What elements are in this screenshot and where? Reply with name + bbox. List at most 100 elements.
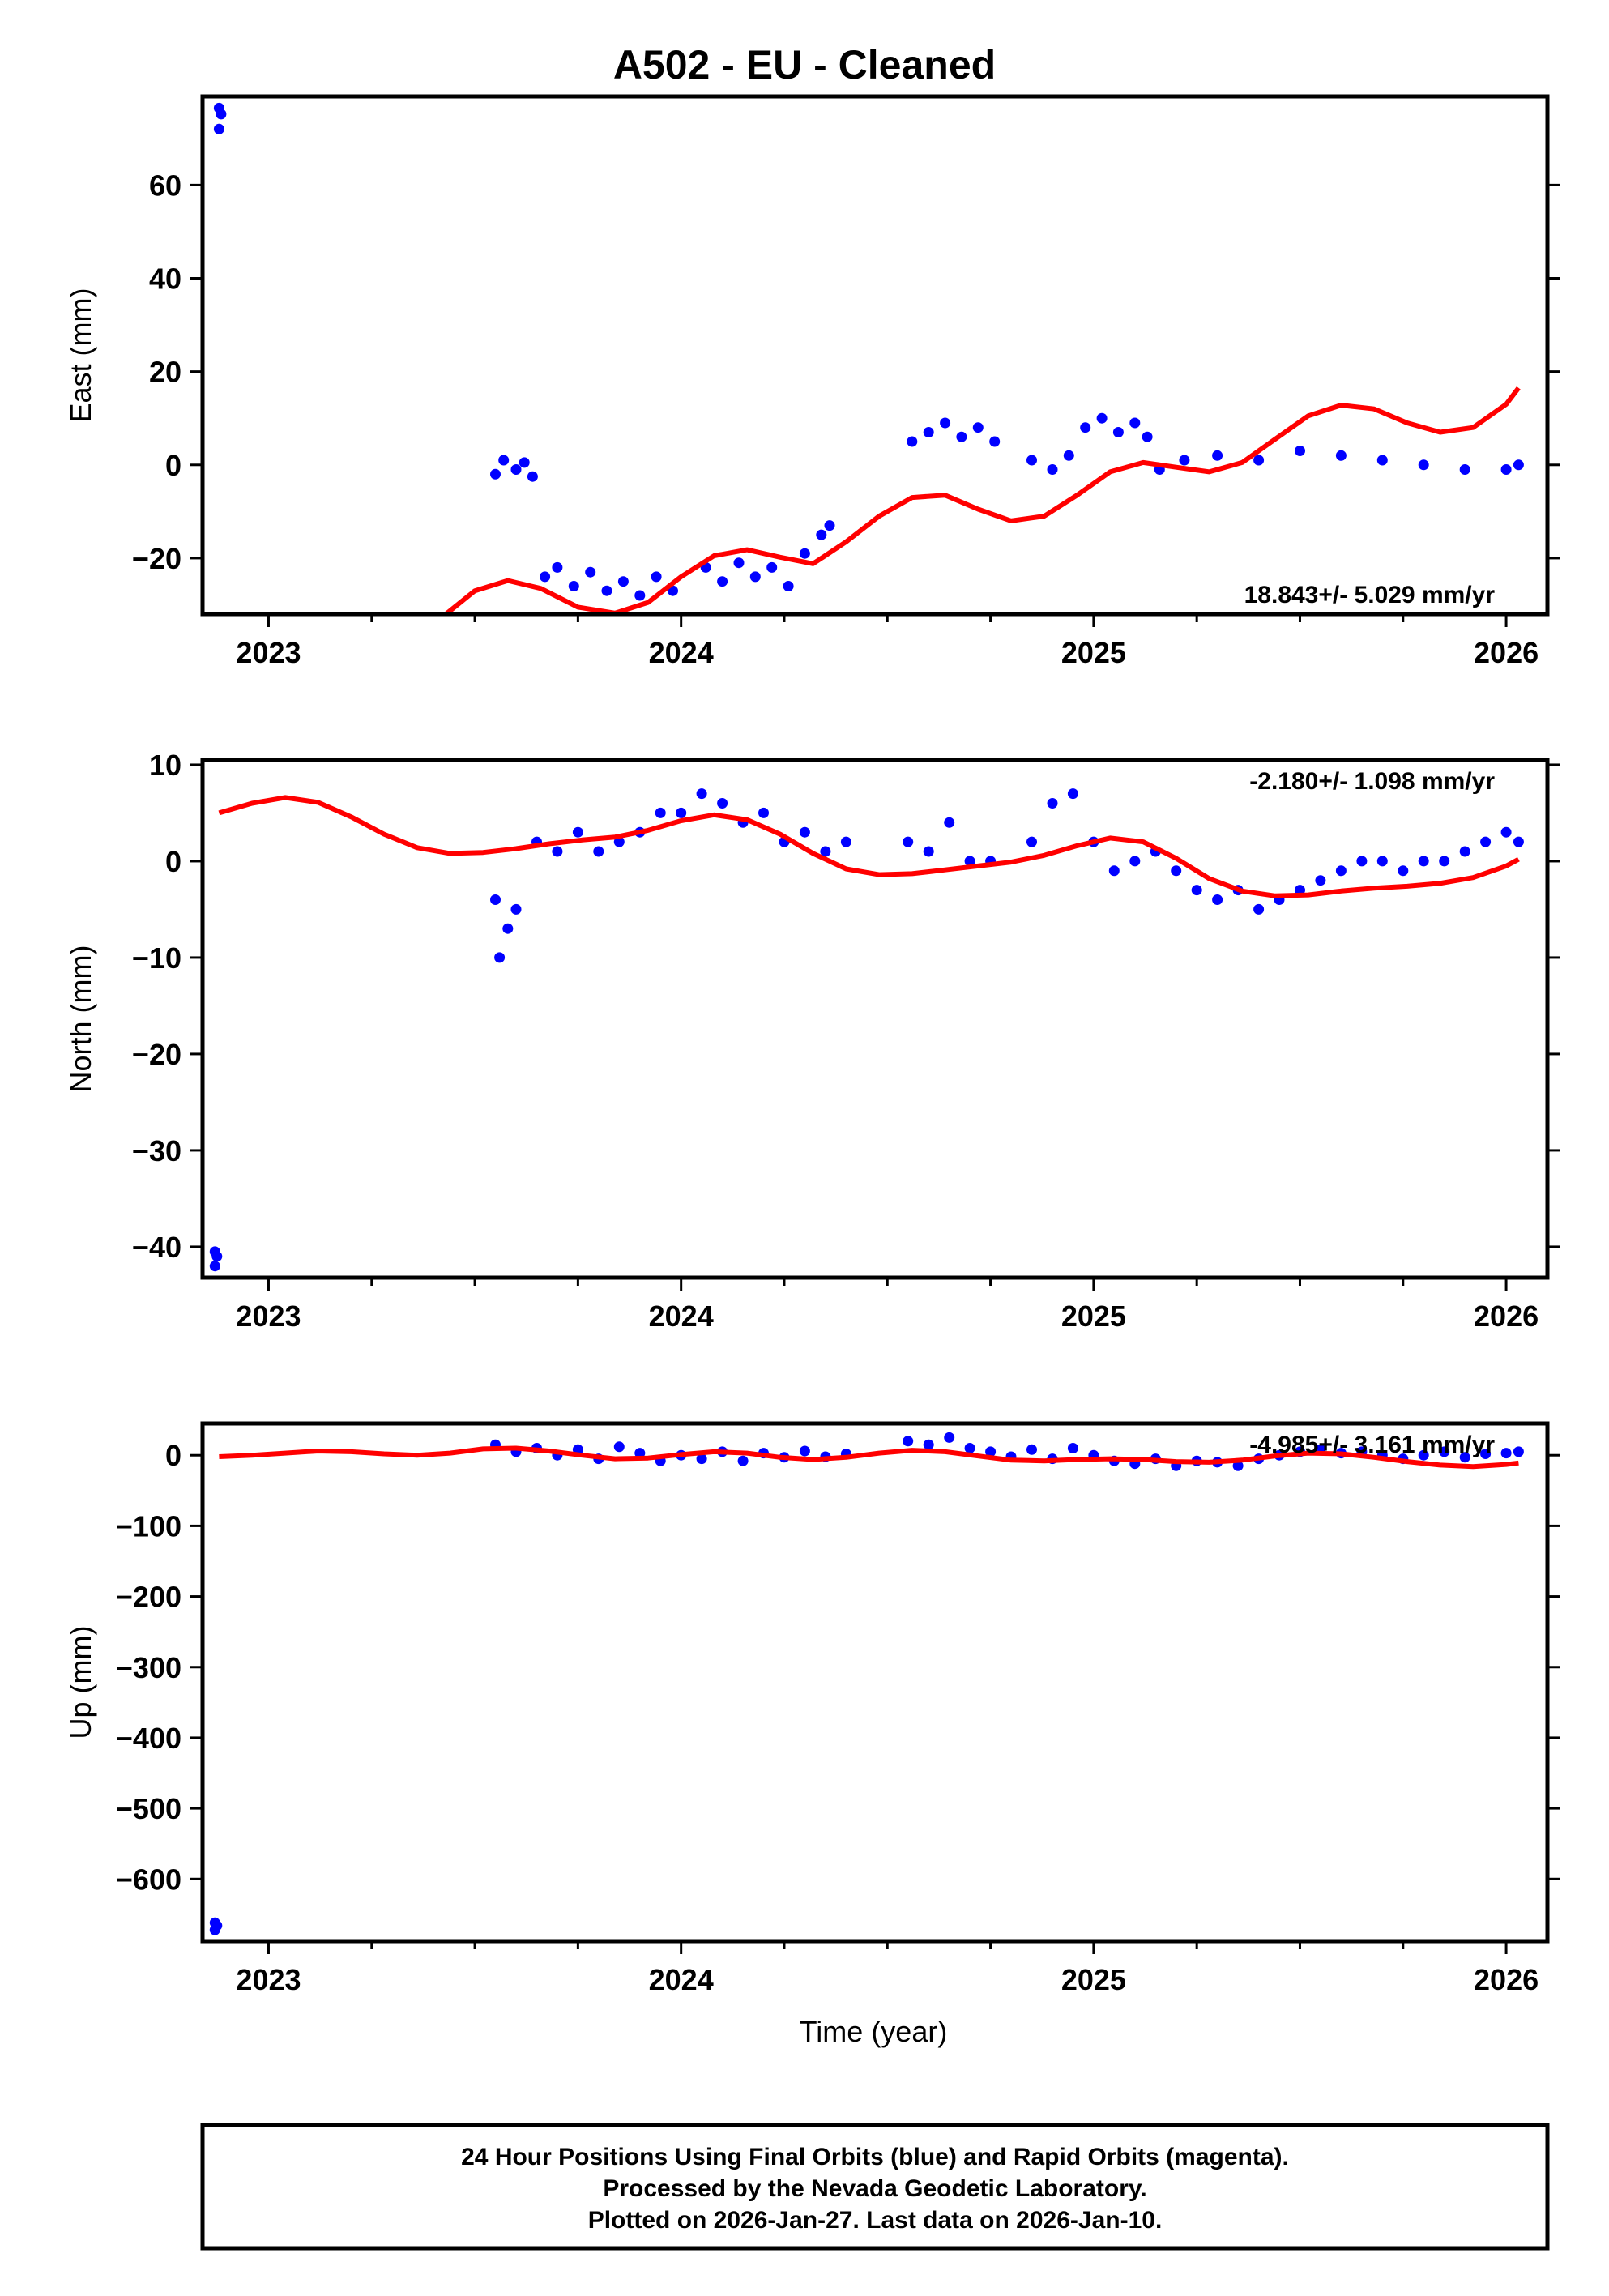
north-data-point <box>1459 846 1470 857</box>
north-data-point <box>1376 856 1388 867</box>
up-panel: 2023 2024 2025 2026 −600 −500 −400 −300 −200 −100… <box>64 1421 1560 2048</box>
footer-frame <box>200 2123 1550 2251</box>
east-panel: 2023 2024 2025 2026 −20 0 20 40 60 East (mm) 18.84… <box>64 94 1560 669</box>
up-data-point <box>944 1432 955 1443</box>
east-data-point <box>766 561 778 573</box>
north-data-point <box>1480 836 1492 847</box>
east-data-point <box>1376 455 1388 466</box>
up-x-axis-label: Time (year) <box>800 2015 948 2048</box>
east-data-point <box>1063 450 1074 461</box>
footer-line-3: Plotted on 2026-Jan-27. Last data on 202… <box>588 2207 1163 2234</box>
up-x-tick-label: 2025 <box>1061 1963 1126 1996</box>
east-y-tick-label: −20 <box>132 542 181 575</box>
east-y-tick-label: 40 <box>149 262 181 296</box>
east-data-point <box>1500 464 1512 475</box>
up-data-point <box>1513 1446 1524 1457</box>
north-data-point <box>1398 865 1409 877</box>
north-data-point <box>696 788 707 800</box>
east-data-point <box>816 529 827 540</box>
up-data-point <box>696 1453 707 1465</box>
north-y-tick-label: −20 <box>132 1038 181 1071</box>
east-data-point <box>552 561 563 573</box>
north-data-point <box>964 856 975 867</box>
east-data-point <box>216 109 227 120</box>
up-data-point <box>1026 1444 1037 1455</box>
north-data-point <box>1253 903 1265 915</box>
east-data-point <box>585 566 596 578</box>
up-rate-label: -4.985+/- 3.161 mm/yr <box>1249 1432 1495 1458</box>
east-points <box>213 102 1524 601</box>
north-data-point <box>944 817 955 828</box>
east-data-point <box>749 571 761 583</box>
north-data-point <box>209 1261 220 1272</box>
footer-line-2: Processed by the Nevada Geodetic Laborat… <box>603 2175 1146 2202</box>
up-model-curve <box>219 1445 1519 1470</box>
north-points <box>209 788 1524 1272</box>
north-data-point <box>502 923 514 934</box>
up-y-tick-label: −200 <box>116 1581 181 1614</box>
up-y-tick-label: −300 <box>116 1651 181 1684</box>
east-data-point <box>783 581 794 591</box>
north-data-point <box>820 846 831 857</box>
north-data-point <box>211 1251 223 1262</box>
east-x-tick-label: 2024 <box>649 636 714 669</box>
north-data-point <box>1513 836 1524 847</box>
up-data-point <box>737 1455 749 1466</box>
north-y-axis-label: North (mm) <box>64 945 97 1093</box>
east-data-point <box>568 581 579 591</box>
up-y-axis-label: Up (mm) <box>64 1626 97 1739</box>
north-y-tick-label: −40 <box>132 1231 181 1264</box>
up-data-point <box>613 1441 625 1453</box>
up-y-tick-label: −500 <box>116 1792 181 1825</box>
north-data-point <box>572 826 583 838</box>
east-data-point <box>1129 417 1141 429</box>
east-data-point <box>651 571 662 583</box>
north-y-tick-label: 0 <box>165 845 181 878</box>
up-plot-frame <box>200 1421 1550 1944</box>
north-data-point <box>840 836 851 847</box>
north-x-tick-label: 2025 <box>1061 1300 1126 1333</box>
east-data-point <box>1513 459 1524 471</box>
up-data-point <box>634 1448 646 1459</box>
north-x-tick-label: 2026 <box>1474 1300 1539 1333</box>
east-data-point <box>824 520 835 531</box>
east-data-point <box>1112 427 1124 437</box>
north-data-point <box>1067 788 1078 800</box>
up-data-point <box>985 1446 997 1457</box>
north-data-point <box>1191 885 1202 896</box>
east-y-tick-label: 20 <box>149 356 181 389</box>
east-data-point <box>1418 459 1429 471</box>
east-data-point <box>1047 464 1058 475</box>
up-data-point <box>1500 1448 1512 1459</box>
north-data-point <box>510 903 522 915</box>
up-y-tick-label: −400 <box>116 1722 181 1755</box>
east-y-axis-label: East (mm) <box>64 288 97 423</box>
east-data-point <box>540 571 551 583</box>
north-data-point <box>1418 856 1429 867</box>
east-data-point <box>490 468 501 480</box>
north-x-tick-label: 2024 <box>649 1300 714 1333</box>
east-data-point <box>617 576 629 587</box>
north-data-point <box>758 807 769 818</box>
up-data-point <box>923 1439 934 1450</box>
east-y-tick-label: 0 <box>165 449 181 482</box>
north-data-point <box>1335 865 1347 877</box>
east-data-point <box>1026 455 1037 466</box>
footer-line-1: 24 Hour Positions Using Final Orbits (bl… <box>461 2144 1289 2170</box>
east-data-point <box>972 422 984 433</box>
up-y-tick-label: 0 <box>165 1439 181 1472</box>
north-data-point <box>1026 836 1037 847</box>
east-model-curve <box>444 386 1521 614</box>
up-y-tick-label: −100 <box>116 1509 181 1543</box>
north-data-point <box>1315 875 1326 886</box>
north-panel: 2023 2024 2025 2026 −40 −30 −20 −10 0 10 North (mm… <box>64 749 1560 1333</box>
up-data-point <box>1067 1443 1078 1453</box>
east-x-tick-label: 2023 <box>236 636 301 669</box>
east-data-point <box>1253 455 1265 466</box>
east-data-point <box>510 464 522 475</box>
north-data-point <box>1108 865 1120 877</box>
east-data-point <box>1142 431 1153 442</box>
up-data-point <box>1418 1449 1429 1461</box>
north-y-tick-label: −30 <box>132 1134 181 1167</box>
